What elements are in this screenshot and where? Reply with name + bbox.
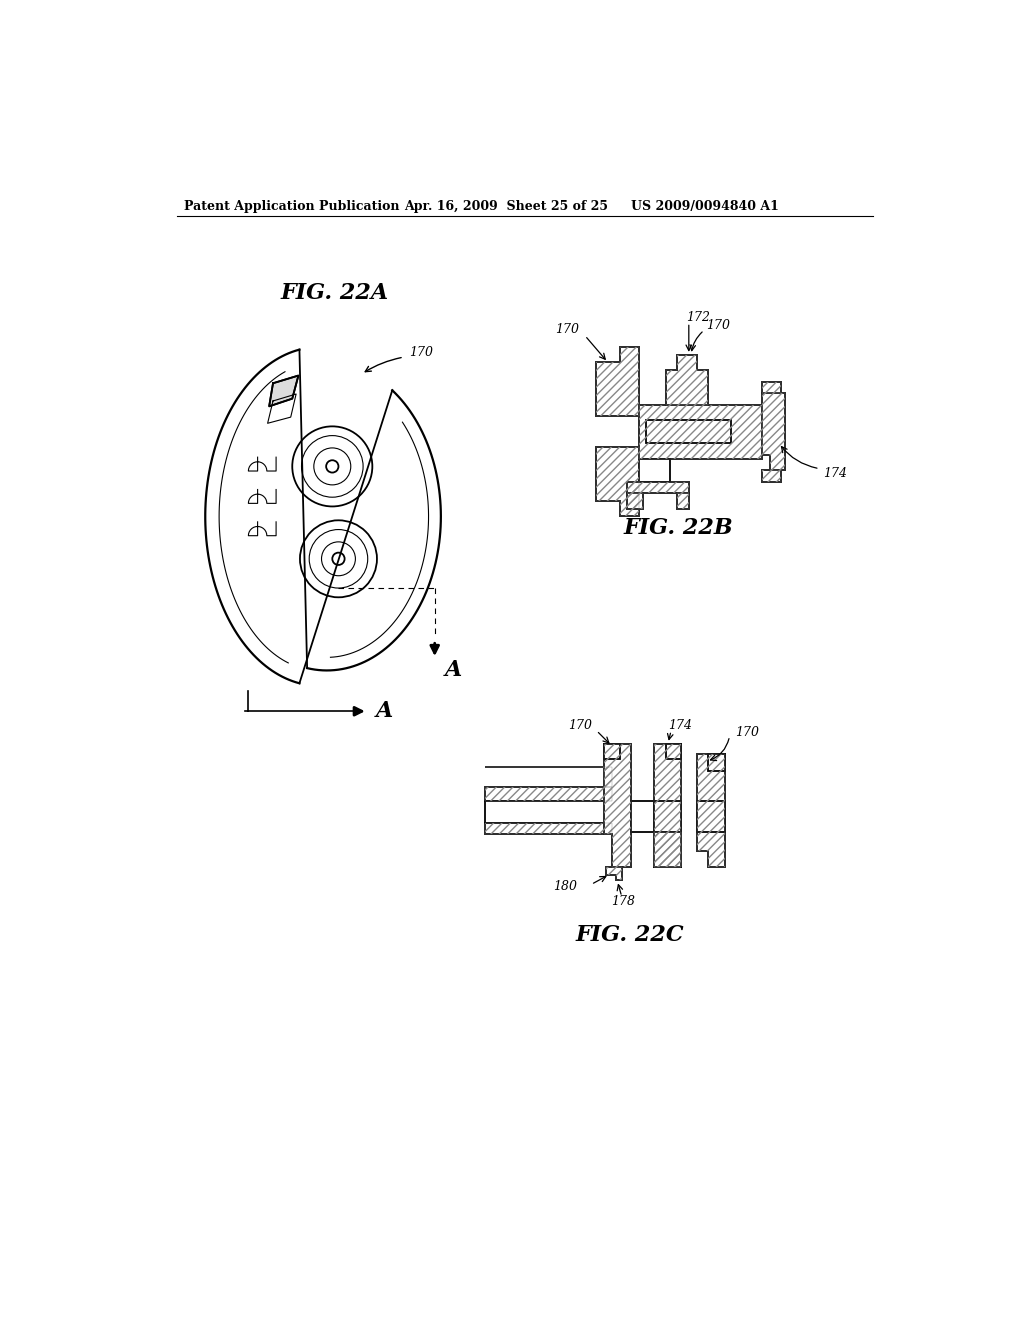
Text: 178: 178	[611, 895, 635, 908]
Polygon shape	[484, 788, 611, 801]
Polygon shape	[631, 801, 654, 832]
Polygon shape	[762, 470, 781, 482]
Polygon shape	[708, 754, 725, 771]
Text: A: A	[376, 700, 392, 722]
Polygon shape	[666, 355, 708, 405]
Polygon shape	[484, 767, 611, 788]
Text: 170: 170	[735, 726, 759, 739]
Polygon shape	[628, 494, 643, 508]
Polygon shape	[639, 459, 670, 482]
Polygon shape	[762, 381, 781, 393]
Polygon shape	[484, 801, 611, 822]
Polygon shape	[654, 832, 681, 867]
Polygon shape	[696, 801, 725, 832]
Polygon shape	[628, 482, 689, 494]
Text: 170: 170	[555, 323, 579, 335]
Polygon shape	[677, 494, 689, 508]
Text: 170: 170	[707, 319, 730, 333]
Text: 170: 170	[568, 719, 593, 733]
Polygon shape	[484, 822, 611, 834]
Text: 172: 172	[686, 312, 711, 325]
Polygon shape	[666, 743, 681, 759]
Text: FIG. 22C: FIG. 22C	[575, 924, 684, 945]
Polygon shape	[604, 743, 620, 759]
Polygon shape	[762, 393, 785, 470]
Polygon shape	[606, 867, 622, 880]
Text: FIG. 22B: FIG. 22B	[624, 517, 733, 539]
Text: 174: 174	[668, 719, 692, 733]
Polygon shape	[596, 447, 639, 516]
Polygon shape	[646, 420, 731, 444]
Polygon shape	[604, 743, 631, 867]
Text: A: A	[444, 660, 462, 681]
Polygon shape	[639, 405, 762, 459]
Polygon shape	[654, 743, 681, 867]
Text: 180: 180	[553, 879, 578, 892]
Text: 174: 174	[823, 467, 848, 480]
Text: Patent Application Publication: Patent Application Publication	[184, 199, 400, 213]
Text: FIG. 22A: FIG. 22A	[281, 282, 389, 304]
Polygon shape	[696, 754, 725, 867]
Polygon shape	[269, 376, 298, 407]
Text: US 2009/0094840 A1: US 2009/0094840 A1	[631, 199, 779, 213]
Polygon shape	[654, 801, 681, 832]
Text: Apr. 16, 2009  Sheet 25 of 25: Apr. 16, 2009 Sheet 25 of 25	[403, 199, 608, 213]
Polygon shape	[596, 347, 639, 416]
Text: 170: 170	[410, 346, 433, 359]
